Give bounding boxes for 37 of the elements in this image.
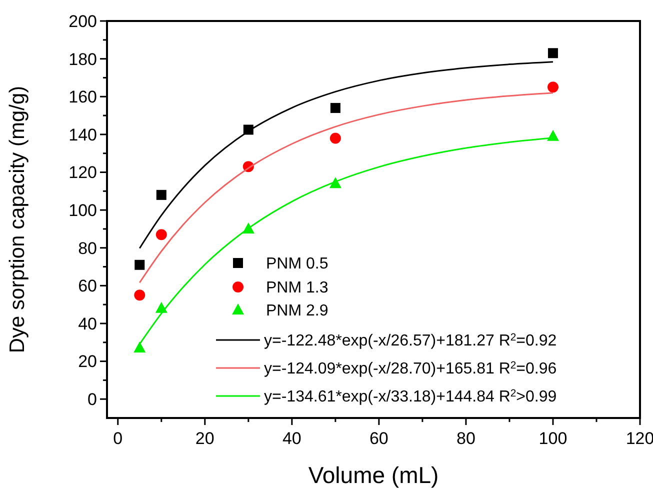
point [546, 130, 559, 141]
legend-label: PNM 0.5 [266, 256, 328, 273]
x-axis-title: Volume (mL) [308, 462, 439, 488]
legend-label: y=-124.09*exp(-x/28.70)+165.81 R$^{2}$=0.96 [264, 360, 557, 378]
legend-label: PNM 1.3 [266, 280, 328, 297]
point [547, 82, 558, 93]
y-tick-label: 0 [88, 390, 97, 410]
x-tick-label: 100 [538, 429, 568, 448]
line-series [138, 61, 554, 249]
point [330, 132, 341, 144]
point [330, 102, 340, 113]
x-tick-label: 40 [282, 429, 302, 448]
y-tick-label: 20 [78, 352, 97, 372]
legend-label: y=-122.48*exp(-x/26.57)+181.27 R$^{2}$=0.92 [264, 332, 557, 350]
y-tick-label: 60 [78, 276, 97, 296]
y-tick-label: 120 [68, 163, 97, 182]
legend-label: PNM 2.9 [266, 302, 328, 320]
point [155, 302, 168, 313]
y-tick-label: 180 [68, 50, 97, 69]
legend-label: y=-134.61*exp(-x/33.18)+144.84 R$^{2}$>0.99 [264, 388, 557, 406]
point [548, 48, 558, 58]
y-tick-label: 140 [68, 125, 97, 144]
point [134, 260, 145, 270]
x-tick-label: 0 [113, 429, 123, 448]
x-tick-label: 20 [195, 429, 214, 448]
y-axis-title: Dye sorption capacity (mg/g) [6, 86, 29, 354]
y-tick-label: 160 [68, 88, 97, 107]
x-tick-label: 60 [369, 429, 388, 448]
x-tick-label: 80 [456, 429, 476, 448]
point [134, 342, 146, 353]
point [134, 290, 146, 301]
point [156, 190, 166, 200]
point [156, 229, 167, 240]
y-tick-label: 40 [78, 314, 97, 334]
y-tick-label: 100 [68, 201, 97, 220]
y-tick-label: 200 [68, 12, 97, 31]
y-tick-label: 80 [78, 238, 97, 258]
